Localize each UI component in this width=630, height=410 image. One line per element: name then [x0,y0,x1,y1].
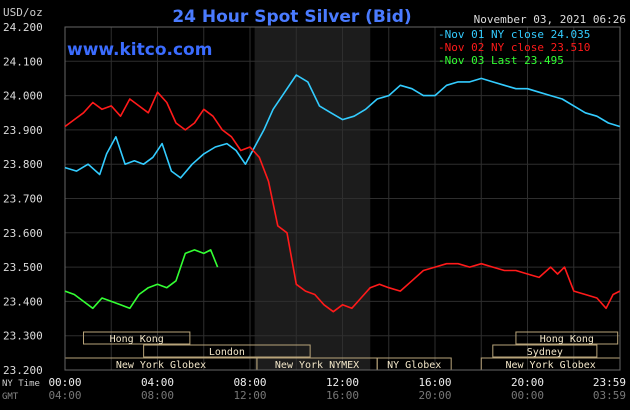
watermark: www.kitco.com [67,40,212,60]
y-tick-label: 23.200 [3,364,43,377]
plot-border [64,26,621,371]
session-label: Hong Kong [540,334,594,345]
session-label: New York Globex [505,360,595,371]
x-tick-label: 00:00 [511,389,544,402]
x-tick-label: 16:00 [326,389,359,402]
price-series [64,74,621,313]
x-axis-ticks: 00:00 04:00 08:00 12:00 16:00 20:00 23:5904:00… [48,376,626,402]
y-tick-label: 23.400 [3,295,43,308]
session-box [515,331,619,345]
y-tick-label: 23.900 [3,124,43,137]
y-axis-label: USD/oz [3,6,43,19]
y-tick-label: 24.000 [3,90,43,103]
series-line-2 [64,249,219,310]
y-tick-label: 23.700 [3,193,43,206]
legend-entry: -Nov 02 NY close 23.510 [438,41,590,54]
x-tick-label: 12:00 [233,389,266,402]
timestamp: November 03, 2021 06:26 [474,13,626,26]
y-tick-label: 23.800 [3,158,43,171]
session-label: New York NYMEX [275,360,359,371]
time-row-label: GMT [2,392,19,402]
legend-entry: -Nov 03 Last 23.495 [438,54,564,67]
time-row-labels: NY Time GMT [2,379,40,402]
y-tick-label: 24.200 [3,21,43,34]
series-line-0 [64,74,621,179]
legend-entry: -Nov 01 NY close 24.035 [438,28,590,41]
y-axis-ticks: 24.200 24.100 24.000 23.900 23.800 23.700 23.6… [3,21,43,377]
session-label: New York Globex [116,360,206,371]
x-tick-label: 03:59 [593,389,626,402]
session-label: Sydney [527,347,563,358]
y-tick-label: 23.500 [3,261,43,274]
series-line-1 [64,91,621,313]
x-tick-label: 23:59 [593,376,626,389]
x-tick-label: 04:00 [48,389,81,402]
y-tick-label: 23.600 [3,227,43,240]
session-label: London [209,347,245,358]
session-box [143,344,311,358]
x-tick-label: 16:00 [418,376,451,389]
grid [65,26,620,371]
y-tick-label: 23.300 [3,330,43,343]
y-tick-label: 24.100 [3,55,43,68]
x-tick-label: 00:00 [48,376,81,389]
legend: -Nov 01 NY close 24.035-Nov 02 NY close … [438,28,590,67]
x-tick-label: 08:00 [233,376,266,389]
x-tick-label: 20:00 [511,376,544,389]
x-tick-label: 08:00 [141,389,174,402]
x-tick-label: 04:00 [141,376,174,389]
x-tick-label: 20:00 [418,389,451,402]
time-row-label: NY Time [2,379,40,389]
session-label: Hong Kong [110,334,164,345]
session-label: NY Globex [387,360,441,371]
x-tick-label: 12:00 [326,376,359,389]
session-box [83,331,191,345]
chart-title: 24 Hour Spot Silver (Bid) [172,7,411,27]
session-box [492,344,598,358]
